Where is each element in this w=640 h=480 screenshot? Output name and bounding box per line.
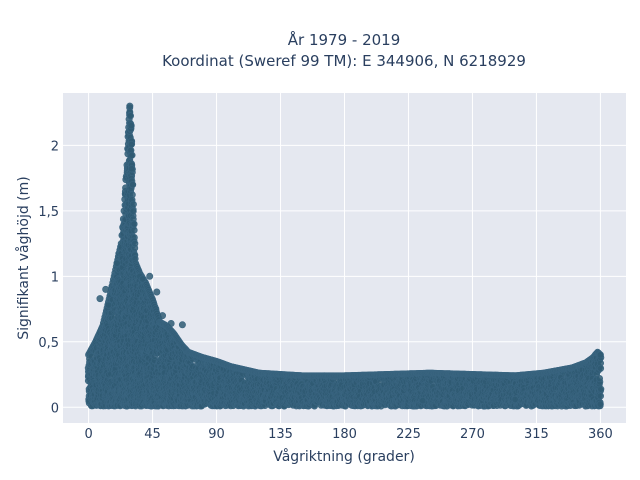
data-point: [129, 207, 137, 215]
data-point: [127, 112, 135, 120]
data-point: [127, 122, 135, 130]
data-point: [126, 102, 134, 110]
chart-title-line2: Koordinat (Sweref 99 TM): E 344906, N 62…: [162, 52, 526, 70]
scatter-points: [84, 102, 605, 410]
data-point: [131, 240, 139, 248]
data-point: [130, 226, 138, 234]
data-point: [130, 220, 138, 228]
data-point: [127, 140, 135, 148]
chart-title-line1: År 1979 - 2019: [288, 30, 401, 49]
data-point: [129, 200, 137, 208]
data-point: [129, 181, 137, 189]
data-point: [128, 165, 136, 173]
data-point: [128, 151, 136, 159]
